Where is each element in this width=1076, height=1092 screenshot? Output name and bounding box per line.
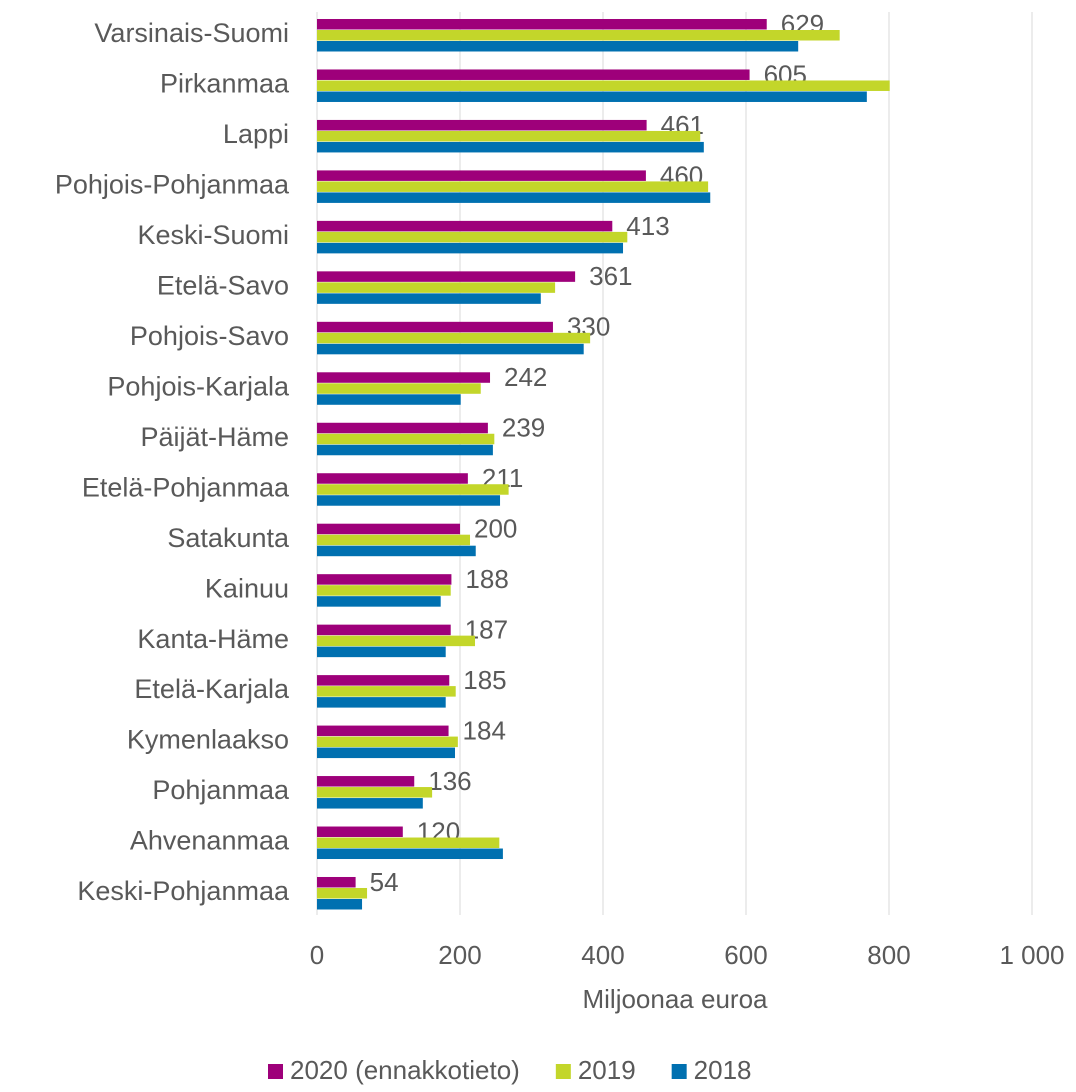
y-tick-label: Pohjois-Pohjanmaa (55, 170, 290, 200)
bar (317, 141, 704, 153)
bar (317, 231, 628, 243)
legend-label: 2019 (578, 1055, 636, 1085)
bar (317, 19, 767, 30)
x-tick-label: 600 (724, 940, 767, 970)
bar (317, 876, 356, 888)
data-label: 184 (463, 715, 506, 745)
bar (317, 495, 501, 506)
y-tick-label: Ahvenanmaa (130, 826, 290, 856)
bar (317, 787, 433, 798)
x-tick-label: 0 (310, 940, 324, 970)
y-tick-label: Varsinais-Suomi (94, 18, 289, 48)
bar (317, 473, 468, 484)
bar (317, 837, 500, 849)
bar (317, 887, 368, 899)
bar (317, 848, 503, 860)
data-label: 242 (504, 362, 547, 392)
y-tick-label: Päijät-Häme (140, 422, 289, 452)
bar (317, 898, 363, 910)
bar (317, 181, 709, 192)
bar (317, 220, 613, 232)
y-tick-label: Satakunta (167, 523, 290, 553)
legend-label: 2020 (ennakkotieto) (290, 1055, 520, 1085)
bar (317, 776, 415, 787)
data-label: 185 (463, 665, 506, 695)
data-label: 200 (474, 514, 517, 544)
data-label: 54 (370, 867, 399, 897)
x-tick-label: 800 (867, 940, 910, 970)
bar (317, 646, 446, 658)
bar (317, 574, 452, 585)
y-tick-label: Pohjois-Karjala (107, 371, 290, 401)
bar (317, 91, 867, 102)
y-tick-label: Kanta-Häme (137, 624, 289, 654)
y-tick-label: Etelä-Karjala (134, 674, 290, 704)
bar (317, 422, 488, 434)
data-label: 361 (589, 261, 632, 291)
data-label: 239 (502, 413, 545, 443)
bar (317, 433, 495, 445)
bar (317, 697, 446, 708)
y-tick-label: Keski-Suomi (137, 220, 289, 250)
bar (317, 242, 624, 254)
y-tick-label: Keski-Pohjanmaa (77, 876, 290, 906)
data-label: 413 (626, 211, 669, 241)
bar (317, 372, 491, 383)
bar (317, 69, 750, 80)
bar (317, 596, 441, 607)
bar (317, 192, 711, 203)
bar (317, 282, 556, 293)
y-tick-label: Etelä-Pohjanmaa (82, 472, 290, 502)
y-tick-label: Pohjois-Savo (130, 321, 289, 351)
x-tick-label: 400 (581, 940, 624, 970)
y-tick-label: Pirkanmaa (160, 69, 290, 99)
bar (317, 798, 423, 809)
x-tick-label: 200 (438, 940, 481, 970)
bar (317, 545, 476, 557)
x-axis-label: Miljoonaa euroa (582, 984, 768, 1014)
x-tick-label: 1 000 (999, 940, 1064, 970)
bar (317, 736, 458, 748)
bar (317, 293, 541, 304)
y-tick-label: Kymenlaakso (127, 725, 289, 755)
y-tick-label: Kainuu (205, 573, 289, 603)
bar (317, 321, 553, 333)
bar (317, 271, 576, 282)
data-label: 188 (465, 564, 508, 594)
y-tick-label: Etelä-Savo (157, 270, 289, 300)
bar (317, 170, 646, 181)
bar (317, 30, 840, 41)
bar (317, 826, 403, 838)
bar (317, 80, 890, 91)
bar (317, 747, 455, 759)
y-tick-label: Lappi (223, 119, 289, 149)
legend-label: 2018 (694, 1055, 752, 1085)
bar (317, 585, 451, 596)
bar (317, 332, 591, 344)
data-label: 136 (428, 766, 471, 796)
bar (317, 523, 460, 535)
legend-swatch (555, 1064, 571, 1079)
bar (317, 444, 493, 456)
bar (317, 394, 461, 405)
bar (317, 130, 701, 142)
bar (317, 484, 509, 495)
bar (317, 343, 584, 355)
bar (317, 41, 799, 52)
bar (317, 383, 481, 394)
legend-swatch (268, 1064, 283, 1079)
bar (317, 675, 450, 686)
bar (317, 635, 476, 647)
y-tick-label: Pohjanmaa (152, 775, 290, 805)
bar (317, 119, 647, 131)
bar (317, 624, 451, 636)
bar (317, 534, 471, 546)
bar (317, 725, 449, 737)
legend-swatch (671, 1064, 687, 1079)
bar (317, 686, 456, 697)
